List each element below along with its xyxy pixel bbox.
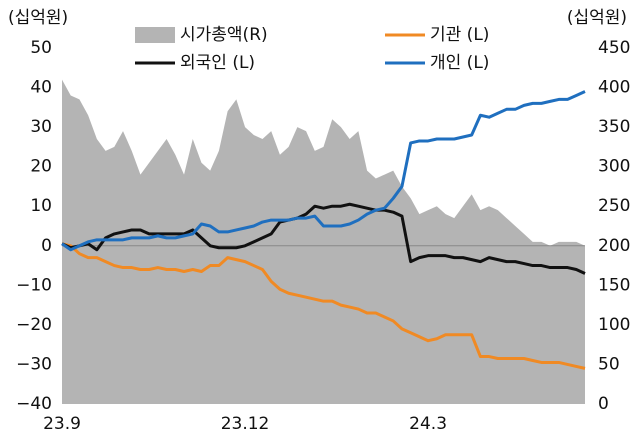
- y-tick-label: −40: [16, 394, 52, 414]
- y-tick-label: 10: [30, 196, 52, 216]
- y2-tick-label: 200: [598, 236, 630, 256]
- y-tick-label: 0: [41, 236, 52, 256]
- legend-label: 시가총액(R): [180, 25, 268, 45]
- line: [61, 90, 586, 252]
- y2-tick-label: 450: [598, 38, 630, 58]
- y2-tick-label: 0: [598, 394, 609, 414]
- y2-tick-label: 100: [598, 315, 630, 335]
- area: [62, 79, 585, 405]
- x-tick-label: 23.9: [43, 414, 81, 434]
- y-tick-label: 40: [30, 78, 52, 98]
- y2-tick-label: 400: [598, 78, 630, 98]
- legend-label: 외국인 (L): [180, 53, 255, 73]
- legend-label: 기관 (L): [430, 25, 489, 45]
- legend-label: 개인 (L): [430, 53, 489, 73]
- y-tick-label: 20: [30, 157, 52, 177]
- y2-tick-label: 350: [598, 117, 630, 137]
- y-tick-label: 30: [30, 117, 52, 137]
- y2-axis-label: (십억원): [567, 8, 627, 28]
- y-tick-label: 50: [30, 38, 52, 58]
- y-axis-label: (십억원): [8, 8, 68, 28]
- line: [61, 242, 586, 370]
- y2-tick-label: 250: [598, 196, 630, 216]
- x-tick-label: 24.3: [409, 414, 447, 434]
- y2-tick-label: 150: [598, 275, 630, 295]
- y-tick-label: −20: [16, 315, 52, 335]
- y-tick-label: −30: [16, 354, 52, 374]
- x-tick-label: 23.12: [221, 414, 270, 434]
- y2-tick-label: 300: [598, 157, 630, 177]
- y2-tick-label: 50: [598, 354, 620, 374]
- y-tick-label: −10: [16, 275, 52, 295]
- line: [61, 202, 586, 275]
- legend-swatch: [135, 27, 175, 43]
